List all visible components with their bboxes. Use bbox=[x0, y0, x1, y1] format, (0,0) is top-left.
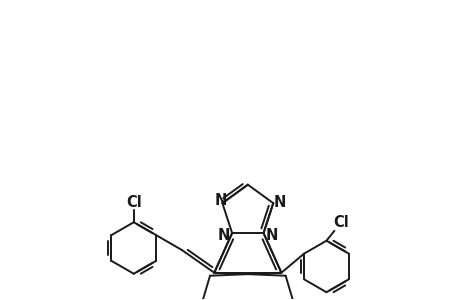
Text: N: N bbox=[214, 193, 226, 208]
Text: Cl: Cl bbox=[126, 195, 141, 210]
Text: N: N bbox=[218, 227, 230, 242]
Text: N: N bbox=[265, 227, 277, 242]
Text: N: N bbox=[274, 195, 286, 210]
Text: Cl: Cl bbox=[333, 215, 348, 230]
